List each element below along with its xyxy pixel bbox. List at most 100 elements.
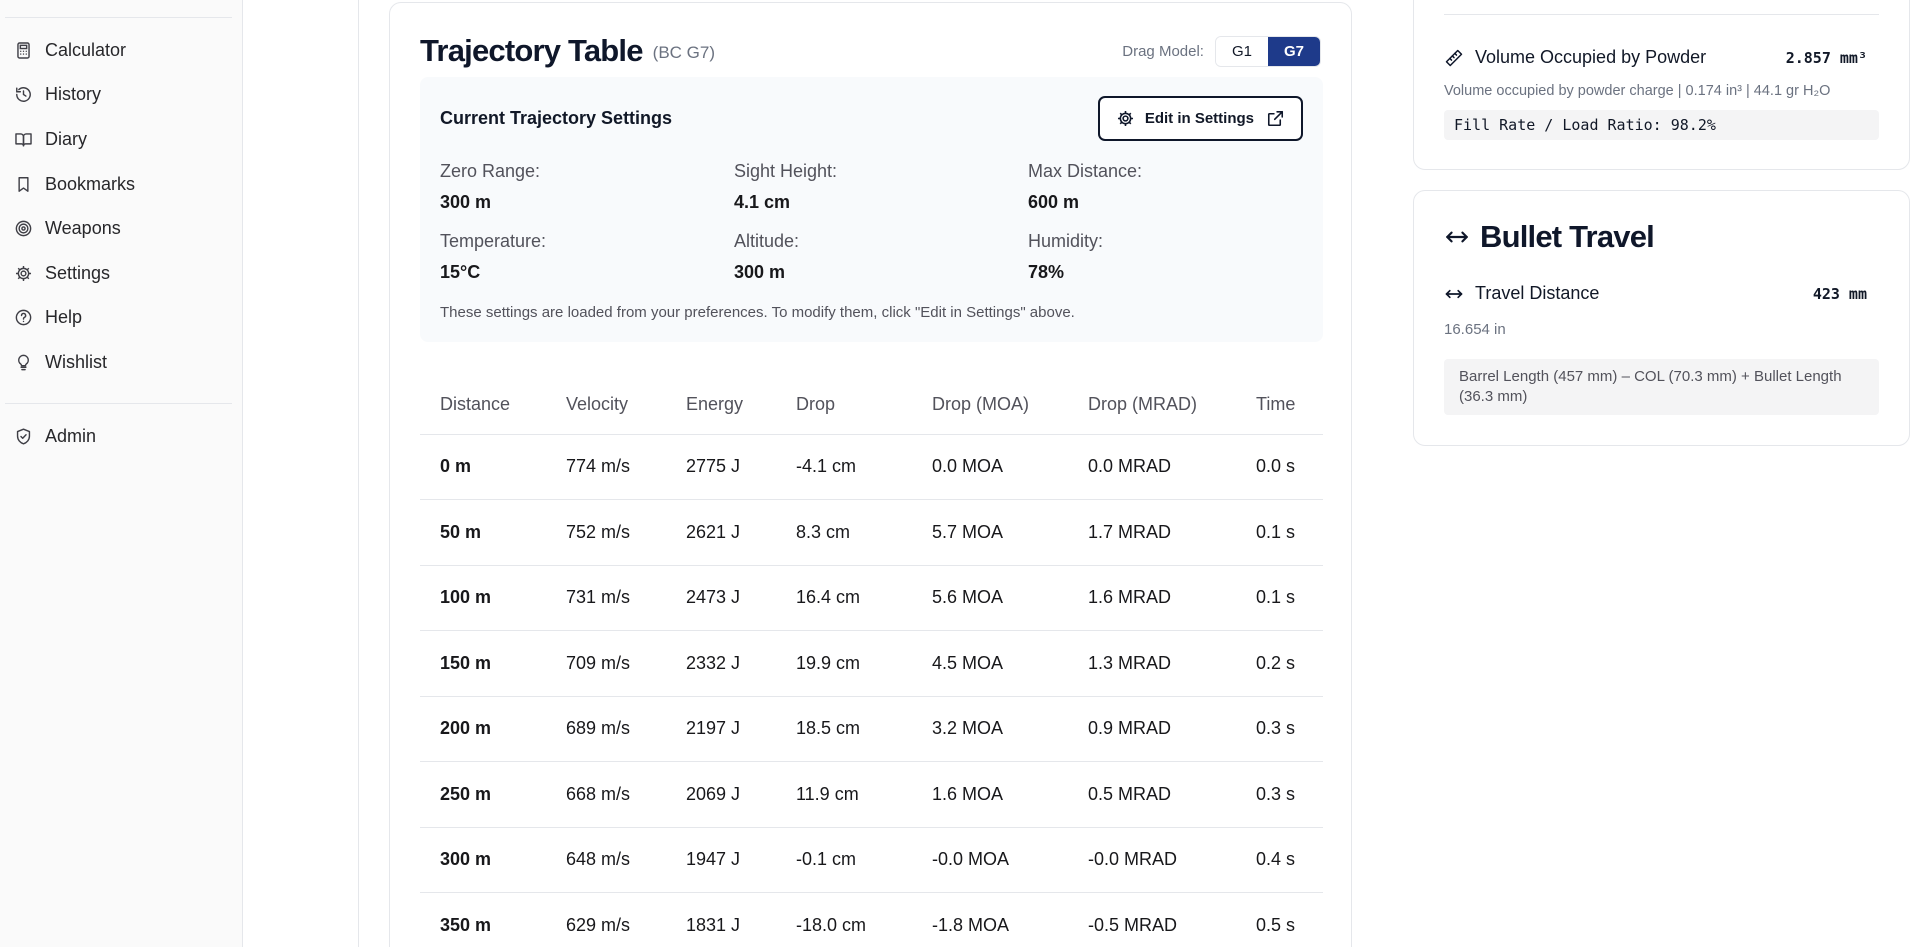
sidebar-item-bookmarks[interactable]: Bookmarks: [0, 162, 242, 207]
settings-panel-title: Current Trajectory Settings: [440, 108, 673, 128]
table-cell: -0.0 MOA: [912, 827, 1068, 893]
table-cell: 300 m: [420, 827, 546, 893]
setting-sight-height: Sight Height: 4.1 cm: [734, 161, 1014, 213]
sidebar-item-wishlist[interactable]: Wishlist: [0, 340, 242, 385]
table-row: 150 m 709 m/s 2332 J 19.9 cm 4.5 MOA 1.3 MRAD…: [420, 630, 1323, 697]
setting-value: 300 m: [440, 192, 492, 212]
sidebar-item-weapons[interactable]: Weapons: [0, 206, 242, 251]
sidebar-item-calculator[interactable]: Calculator: [0, 28, 242, 73]
travel-distance-row: Travel Distance 423 mm: [1444, 283, 1879, 304]
setting-altitude: Altitude: 300 m: [734, 231, 1014, 283]
setting-value: 4.1 cm: [734, 192, 791, 212]
setting-temperature: Temperature: 15°C: [440, 231, 720, 283]
table-row: 300 m 648 m/s 1947 J -0.1 cm -0.0 MOA -0.0 MR…: [420, 827, 1323, 893]
table-cell: 774 m/s: [546, 434, 666, 500]
table-cell: -0.5 MRAD: [1068, 892, 1236, 947]
drag-model-g7-button[interactable]: G7: [1267, 36, 1320, 66]
table-cell: -1.8 MOA: [912, 892, 1068, 947]
sidebar-item-label: Calculator: [45, 39, 127, 60]
table-row: 250 m 668 m/s 2069 J 11.9 cm 1.6 MOA 0.5 MRAD…: [420, 761, 1323, 828]
table-cell: 0.0 MOA: [912, 434, 1068, 500]
table-cell: 1.6 MRAD: [1068, 565, 1236, 631]
table-cell: 0.0 MRAD: [1068, 434, 1236, 500]
bullet-travel-title: Bullet Travel: [1480, 219, 1655, 254]
drag-model-g1-button[interactable]: G1: [1215, 36, 1268, 66]
sidebar-item-label: Admin: [45, 425, 97, 446]
table-cell: -0.0 MRAD: [1068, 827, 1236, 893]
sidebar-item-label: Bookmarks: [45, 173, 136, 194]
trajectory-table: Distance Velocity Energy Drop Drop (MOA)…: [420, 375, 1323, 947]
calculator-icon: [17, 42, 30, 59]
setting-label: Sight Height:: [734, 161, 838, 181]
table-cell: 0.2 s: [1236, 630, 1323, 697]
col-distance: Distance: [420, 375, 546, 435]
table-cell: 250 m: [420, 761, 546, 828]
table-cell: 648 m/s: [546, 827, 666, 893]
external-link-icon: [1267, 110, 1284, 127]
table-cell: 0.9 MRAD: [1068, 696, 1236, 762]
edit-in-settings-button[interactable]: Edit in Settings: [1097, 96, 1303, 141]
table-cell: 629 m/s: [546, 892, 666, 947]
powder-volume-row: Volume Occupied by Powder 2.857 mm³: [1444, 47, 1879, 68]
sidebar-item-help[interactable]: Help: [0, 296, 242, 341]
table-cell: 0.4 s: [1236, 827, 1323, 893]
table-cell: 689 m/s: [546, 696, 666, 762]
lightbulb-icon: [18, 354, 29, 371]
target-icon: [15, 220, 32, 237]
sidebar-item-label: Diary: [45, 128, 88, 149]
setting-label: Zero Range:: [440, 161, 541, 181]
sidebar-item-settings[interactable]: Settings: [0, 251, 242, 296]
sidebar-item-admin[interactable]: Admin: [0, 414, 242, 459]
trajectory-card: Trajectory Table (BC G7) Drag Model: G1 …: [389, 2, 1352, 947]
table-cell: -4.1 cm: [776, 434, 912, 500]
powder-volume-value: 2.857 mm³: [1785, 48, 1867, 67]
travel-distance-inches: 16.654 in: [1444, 321, 1506, 338]
sidebar-item-label: Settings: [45, 262, 111, 283]
table-cell: -18.0 cm: [776, 892, 912, 947]
trajectory-header: Trajectory Table (BC G7) Drag Model: G1 …: [420, 31, 1321, 71]
table-row: 200 m 689 m/s 2197 J 18.5 cm 3.2 MOA 0.9 MRAD…: [420, 696, 1323, 762]
table-cell: 0.5 MRAD: [1068, 761, 1236, 828]
sidebar-top-divider: [5, 17, 232, 18]
book-icon: [15, 133, 32, 147]
table-cell: 5.6 MOA: [912, 565, 1068, 631]
sidebar-nav: Calculator History Diary Bookmarks Weapo…: [0, 28, 242, 458]
trajectory-table-body: 0 m 774 m/s 2775 J -4.1 cm 0.0 MOA 0.0 MRAD 0.…: [420, 434, 1323, 947]
table-cell: 731 m/s: [546, 565, 666, 631]
powder-volume-card: Volume Occupied by Powder 2.857 mm³ Volu…: [1413, 0, 1910, 170]
sidebar-item-diary[interactable]: Diary: [0, 117, 242, 162]
setting-label: Temperature:: [440, 231, 547, 251]
table-cell: 4.5 MOA: [912, 630, 1068, 697]
table-cell: 668 m/s: [546, 761, 666, 828]
bullet-travel-heading: Bullet Travel: [1444, 219, 1655, 255]
col-time: Time: [1236, 375, 1323, 435]
table-cell: 150 m: [420, 630, 546, 697]
travel-distance-label: Travel Distance: [1475, 283, 1600, 303]
setting-value: 300 m: [734, 262, 786, 282]
card-divider: [1444, 14, 1879, 15]
table-cell: 5.7 MOA: [912, 499, 1068, 566]
setting-value: 600 m: [1028, 192, 1080, 212]
table-cell: 0.3 s: [1236, 696, 1323, 762]
settings-note: These settings are loaded from your pref…: [440, 304, 1075, 321]
table-row: 50 m 752 m/s 2621 J 8.3 cm 5.7 MOA 1.7 MRAD 0.…: [420, 499, 1323, 566]
table-cell: 200 m: [420, 696, 546, 762]
table-cell: 1.3 MRAD: [1068, 630, 1236, 697]
arrows-horizontal-icon: [1446, 231, 1468, 243]
col-drop-moa: Drop (MOA): [912, 375, 1068, 435]
travel-distance-value: 423 mm: [1812, 284, 1867, 303]
sidebar: Calculator History Diary Bookmarks Weapo…: [0, 0, 243, 947]
powder-volume-description: Volume occupied by powder charge | 0.174…: [1444, 83, 1831, 99]
sidebar-item-history[interactable]: History: [0, 73, 242, 118]
table-cell: -0.1 cm: [776, 827, 912, 893]
sidebar-divider: [5, 402, 232, 404]
drag-model-label: Drag Model:: [1122, 42, 1204, 60]
sidebar-item-label: Weapons: [45, 218, 121, 239]
trajectory-settings-panel: Current Trajectory Settings Edit in Sett…: [420, 77, 1323, 342]
setting-value: 78%: [1028, 262, 1065, 282]
table-cell: 2621 J: [666, 499, 776, 566]
ruler-icon: [1445, 49, 1463, 66]
drag-model-selector: Drag Model: G1 G7: [1122, 35, 1321, 67]
setting-label: Altitude:: [734, 231, 800, 251]
table-cell: 0.3 s: [1236, 761, 1323, 828]
